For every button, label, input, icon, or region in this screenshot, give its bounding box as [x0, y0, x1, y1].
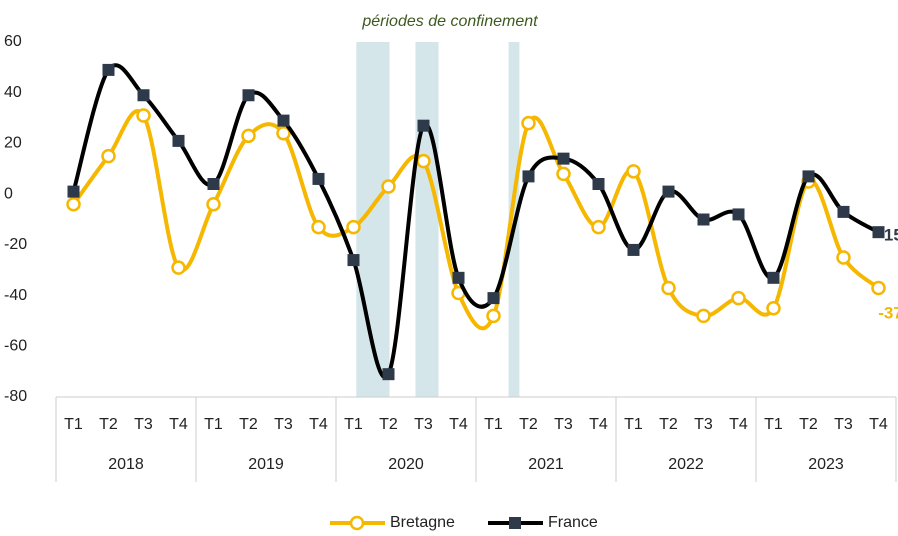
- marker: [207, 178, 220, 190]
- marker: [101, 148, 116, 164]
- x-tick-label: T3: [274, 416, 293, 433]
- x-tick-label: T1: [344, 416, 363, 433]
- marker: [696, 308, 711, 324]
- annotation: périodes de confinement: [361, 13, 538, 30]
- marker: [627, 243, 640, 256]
- x-tick-label: T1: [484, 416, 503, 433]
- marker: [591, 219, 606, 235]
- y-tick-label: 0: [4, 185, 13, 202]
- marker: [766, 301, 781, 316]
- series-line: [71, 109, 880, 331]
- legend-label: France: [548, 514, 598, 531]
- marker: [767, 271, 780, 284]
- marker: [382, 368, 395, 381]
- marker: [67, 185, 80, 198]
- marker: [697, 213, 710, 226]
- x-tick-label: T4: [309, 416, 328, 433]
- x-tick-label: T2: [799, 416, 818, 433]
- marker: [837, 205, 850, 218]
- group-label: 2018: [108, 456, 144, 473]
- marker: [662, 185, 675, 198]
- marker: [417, 119, 430, 132]
- marker: [241, 128, 256, 144]
- marker: [277, 114, 290, 127]
- marker: [416, 153, 431, 169]
- marker: [557, 152, 570, 165]
- marker: [136, 108, 151, 123]
- marker: [871, 280, 886, 296]
- marker: [347, 254, 360, 267]
- end-label: -37: [878, 303, 898, 322]
- marker: [592, 178, 605, 190]
- end-label: -15: [878, 226, 898, 245]
- marker: [137, 89, 150, 102]
- x-tick-label: T2: [519, 416, 538, 433]
- marker: [311, 219, 326, 235]
- marker: [626, 164, 641, 179]
- marker: [276, 126, 291, 141]
- marker: [486, 308, 501, 324]
- marker: [206, 197, 221, 212]
- marker: [381, 179, 396, 194]
- x-tick-label: T4: [169, 416, 188, 433]
- marker: [836, 250, 851, 265]
- x-tick-label: T3: [834, 416, 853, 433]
- group-label: 2019: [248, 456, 284, 473]
- y-tick-label: 20: [4, 135, 22, 152]
- marker: [66, 197, 81, 212]
- y-tick-label: -40: [4, 287, 27, 304]
- marker: [172, 134, 185, 147]
- x-tick-label: T4: [869, 416, 888, 433]
- x-tick-label: T3: [414, 416, 433, 433]
- x-tick-label: T1: [204, 416, 223, 433]
- series-line: [71, 63, 880, 380]
- x-tick-label: T4: [449, 416, 468, 433]
- y-tick-label: -80: [4, 388, 27, 405]
- legend-label: Bretagne: [390, 514, 455, 531]
- marker: [731, 290, 746, 306]
- marker: [346, 219, 361, 235]
- x-tick-label: T2: [99, 416, 118, 433]
- marker: [732, 208, 745, 221]
- marker: [521, 115, 536, 131]
- x-tick-label: T1: [624, 416, 643, 433]
- marker: [556, 166, 571, 182]
- x-tick-label: T1: [764, 416, 783, 433]
- group-label: 2022: [668, 456, 704, 473]
- marker: [661, 280, 676, 296]
- marker: [171, 260, 186, 275]
- marker: [487, 292, 500, 305]
- group-label: 2020: [388, 456, 424, 473]
- y-tick-label: 40: [4, 84, 22, 101]
- y-tick-label: -20: [4, 236, 27, 253]
- marker: [242, 89, 255, 102]
- x-tick-label: T2: [659, 416, 678, 433]
- legend-marker: [349, 515, 365, 531]
- marker: [452, 271, 465, 284]
- y-tick-label: -60: [4, 338, 27, 355]
- x-tick-label: T4: [589, 416, 608, 433]
- x-tick-label: T2: [239, 416, 258, 433]
- marker: [312, 172, 325, 185]
- lockdown-band: [415, 42, 439, 397]
- x-tick-label: T1: [64, 416, 83, 433]
- x-tick-label: T4: [729, 416, 748, 433]
- group-label: 2021: [528, 456, 564, 473]
- marker: [802, 170, 815, 183]
- marker: [872, 226, 885, 239]
- x-tick-label: T3: [134, 416, 153, 433]
- x-tick-label: T3: [554, 416, 573, 433]
- group-label: 2023: [808, 456, 844, 473]
- marker: [102, 63, 115, 76]
- x-tick-label: T3: [694, 416, 713, 433]
- marker: [522, 170, 535, 183]
- legend-marker: [509, 517, 521, 529]
- x-tick-label: T2: [379, 416, 398, 433]
- y-tick-label: 60: [4, 33, 22, 50]
